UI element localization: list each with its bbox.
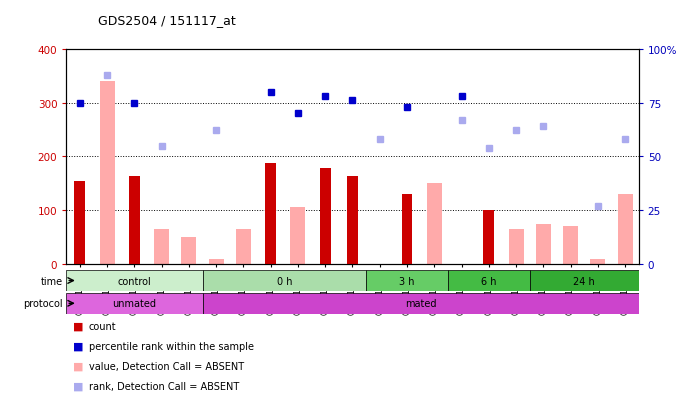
Text: rank, Detection Call = ABSENT: rank, Detection Call = ABSENT [89,381,239,391]
Bar [209,259,223,264]
Bar [75,181,85,264]
Text: value, Detection Call = ABSENT: value, Detection Call = ABSENT [89,361,244,371]
Text: 6 h: 6 h [481,276,496,286]
Bar [563,227,578,264]
Bar [66,271,202,291]
Bar [66,293,202,314]
Text: ■: ■ [73,381,84,391]
Bar [483,211,494,264]
Bar [366,271,448,291]
Text: time: time [40,276,63,286]
Text: ■: ■ [73,321,84,331]
Bar [509,230,524,264]
Bar [320,169,331,264]
Bar [618,195,632,264]
Text: count: count [89,321,117,331]
Bar [530,271,639,291]
Bar [154,230,169,264]
Text: protocol: protocol [23,299,63,309]
Bar [129,177,140,264]
Text: ■: ■ [73,361,84,371]
Bar [401,195,413,264]
Text: 24 h: 24 h [573,276,595,286]
Bar [181,237,196,264]
Bar [426,184,442,264]
Bar [236,230,251,264]
Text: unmated: unmated [112,299,156,309]
Bar [202,293,639,314]
Bar [591,259,605,264]
Text: mated: mated [405,299,436,309]
Bar [202,271,366,291]
Bar [290,208,306,264]
Bar [536,224,551,264]
Text: control: control [117,276,151,286]
Text: percentile rank within the sample: percentile rank within the sample [89,341,253,351]
Bar [265,164,276,264]
Bar [100,82,114,264]
Bar [448,271,530,291]
Text: ■: ■ [73,341,84,351]
Text: GDS2504 / 151117_at: GDS2504 / 151117_at [98,14,235,27]
Text: 3 h: 3 h [399,276,415,286]
Text: 0 h: 0 h [276,276,292,286]
Bar [347,177,358,264]
